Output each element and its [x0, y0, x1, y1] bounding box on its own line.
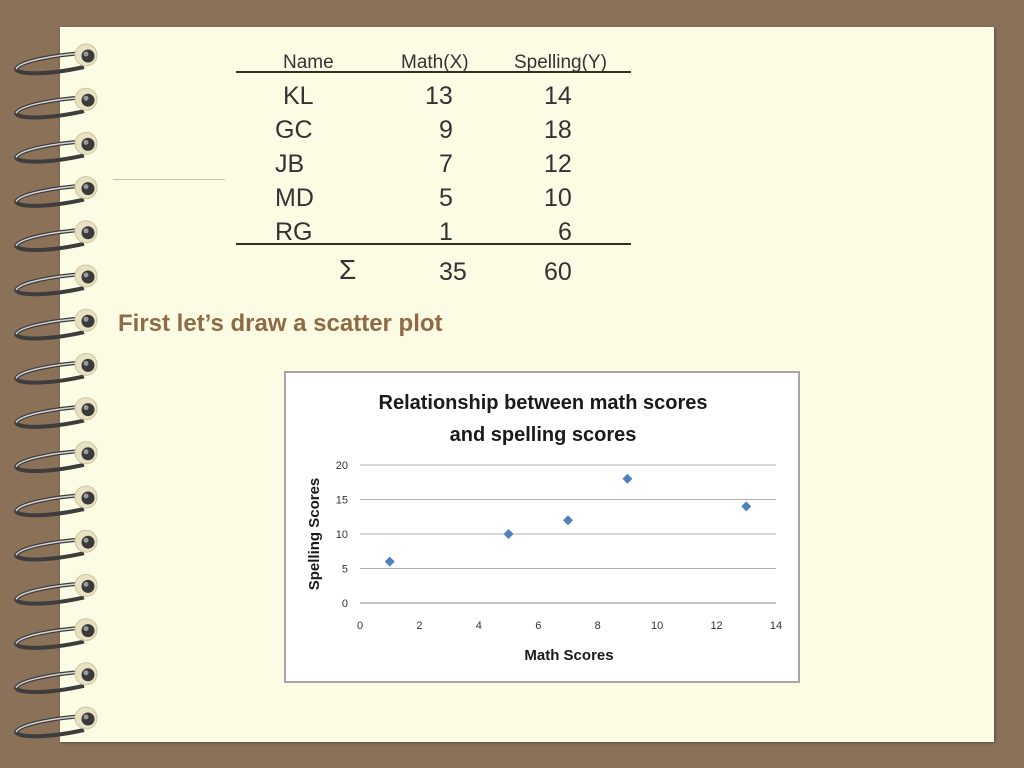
binding-ring — [13, 441, 98, 474]
row-1-spelling: 14 — [544, 82, 572, 110]
binding-ring — [13, 43, 98, 76]
x-tick-label: 10 — [651, 620, 663, 632]
binding-ring — [13, 397, 98, 429]
row-1-math: 13 — [425, 82, 453, 110]
row-2-math: 9 — [439, 116, 453, 144]
binding-ring — [13, 87, 98, 120]
row-1-name: KL — [283, 82, 314, 110]
row-3-name: JB — [275, 150, 305, 178]
binding-ring — [13, 529, 98, 562]
binding-ring — [13, 131, 98, 164]
sum-math: 35 — [439, 258, 467, 286]
x-tick-label: 2 — [416, 620, 422, 632]
scatter-chart-svg: Relationship between math scores and spe… — [306, 392, 782, 664]
x-tick-label: 14 — [770, 620, 782, 632]
row-3-spelling: 12 — [544, 150, 572, 178]
row-4-spelling: 10 — [544, 184, 572, 212]
x-tick-label: 0 — [357, 620, 363, 632]
header-spelling: Spelling(Y) — [514, 52, 607, 73]
row-2-spelling: 18 — [544, 116, 572, 144]
binding-ring — [13, 264, 98, 297]
header-math: Math(X) — [401, 52, 469, 73]
binding-ring — [13, 352, 98, 385]
scores-table: Name Math(X) Spelling(Y) KL 13 14 GC 9 1… — [236, 48, 631, 288]
y-axis-label: Spelling Scores — [306, 478, 323, 591]
x-tick-label: 6 — [535, 620, 541, 632]
spiral-binding — [13, 43, 98, 739]
margin-rule — [113, 179, 225, 180]
binding-ring — [13, 308, 98, 341]
data-point — [741, 501, 752, 512]
x-tick-label: 12 — [710, 620, 722, 632]
binding-ring — [13, 573, 98, 606]
x-tick-label: 8 — [595, 620, 601, 632]
binding-ring — [13, 220, 98, 253]
table-bottom-rule — [236, 243, 631, 245]
scatter-chart: Relationship between math scores and spe… — [284, 371, 800, 683]
binding-ring — [13, 662, 98, 695]
sigma-symbol: Σ — [339, 254, 357, 285]
row-3-math: 7 — [439, 150, 453, 178]
data-point — [622, 473, 633, 484]
data-point — [563, 515, 573, 526]
chart-title-line-1: Relationship between math scores — [379, 392, 708, 414]
row-5-math: 1 — [439, 218, 453, 246]
table-top-rule — [236, 71, 631, 73]
row-4-math: 5 — [439, 184, 453, 212]
header-name: Name — [283, 52, 334, 73]
row-2-name: GC — [275, 116, 313, 144]
binding-ring — [13, 618, 98, 650]
data-point — [384, 556, 395, 567]
chart-title-line-2: and spelling scores — [450, 424, 637, 446]
row-4-name: MD — [275, 184, 314, 212]
y-tick-label: 5 — [342, 564, 348, 576]
y-tick-label: 10 — [336, 529, 348, 541]
data-point — [503, 529, 514, 539]
binding-ring — [13, 485, 98, 518]
sum-spelling: 60 — [544, 258, 572, 286]
x-tick-label: 4 — [476, 620, 482, 632]
row-5-name: RG — [275, 218, 313, 246]
x-axis-label: Math Scores — [524, 647, 613, 664]
row-5-spelling: 6 — [558, 218, 572, 246]
binding-ring — [13, 176, 98, 208]
y-tick-label: 0 — [342, 598, 348, 610]
binding-ring — [13, 706, 98, 739]
y-tick-label: 20 — [336, 460, 348, 472]
y-tick-label: 15 — [336, 495, 348, 507]
scatter-plot-heading: First let’s draw a scatter plot — [118, 310, 443, 337]
